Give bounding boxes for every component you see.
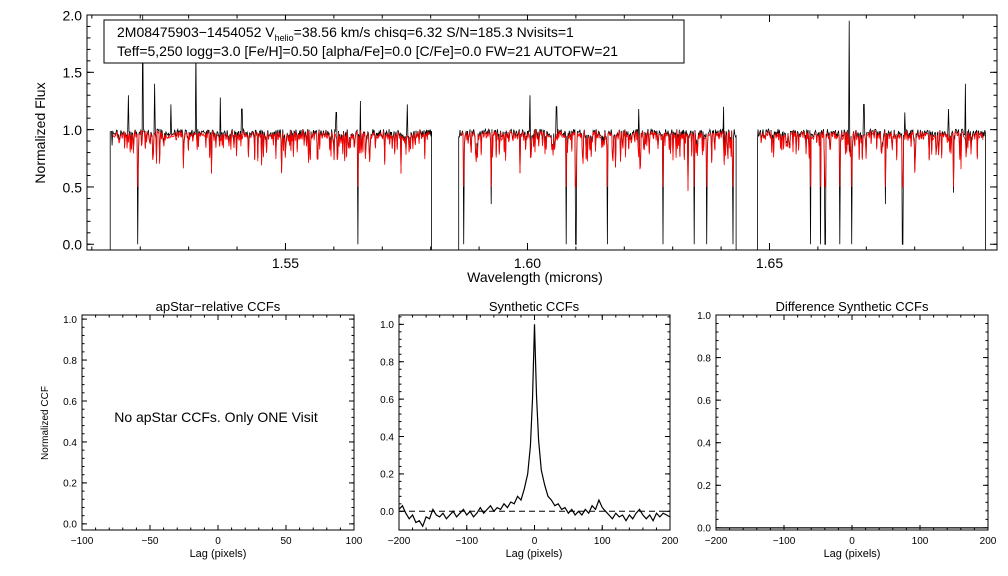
synthetic-ccf-x-tick-label: 100 xyxy=(594,536,611,547)
spectrum-y-ticks: 0.0 0.5 1.0 1.5 2.0 xyxy=(63,7,997,253)
spectrum-y-tick-label: 0.0 xyxy=(63,237,83,253)
difference-ccf-y-tick-label: 0.0 xyxy=(697,524,711,535)
no-ccf-message: No apStar CCFs. Only ONE Visit xyxy=(114,409,318,425)
synthetic-ccf-y-tick-label: 0.4 xyxy=(380,432,394,443)
synthetic-ccf-y-tick-label: 0.2 xyxy=(380,470,394,481)
spectrum-x-axis-label: Wavelength (microns) xyxy=(467,269,603,285)
apstar-ccf-y-tick-label: 0.2 xyxy=(63,479,77,490)
difference-ccf-x-tick-label: −100 xyxy=(773,536,796,547)
synthetic-ccf-title: Synthetic CCFs xyxy=(489,299,580,314)
apstar-ccf-x-ticks: −100 −50 0 50 100 xyxy=(71,315,363,547)
synthetic-spectrum-chip-1 xyxy=(112,129,430,188)
synthetic-ccf-x-tick-label: −100 xyxy=(455,536,478,547)
apstar-ccf-panel: apStar−relative CCFs −100 −50 0 50 100 0.00.… xyxy=(40,299,363,560)
synthetic-ccf-x-tick-label: −200 xyxy=(388,536,411,547)
synthetic-ccf-y-tick-label: 0.6 xyxy=(380,395,394,406)
difference-ccf-y-tick-label: 0.8 xyxy=(697,353,711,364)
apstar-ccf-x-tick-label: −50 xyxy=(142,536,159,547)
synthetic-ccf-x-axis-label: Lag (pixels) xyxy=(506,548,563,560)
spectrum-y-tick-label: 0.5 xyxy=(63,179,83,195)
spectrum-panel: 1.55 1.60 1.65 0.0 0.5 1.0 1.5 2.0 Wavelength … xyxy=(32,7,998,285)
apstar-ccf-x-tick-label: −100 xyxy=(71,536,94,547)
difference-ccf-y-ticks: 0.0 0.2 0.4 0.6 0.8 1.0 xyxy=(697,311,988,535)
difference-ccf-x-tick-label: 0 xyxy=(849,536,855,547)
apstar-ccf-y-tick-label: 0.8 xyxy=(63,356,77,367)
difference-ccf-x-tick-label: 200 xyxy=(980,536,997,547)
apstar-ccf-title: apStar−relative CCFs xyxy=(156,299,281,314)
difference-ccf-x-tick-label: −200 xyxy=(705,536,728,547)
synthetic-spectrum-chip-2 xyxy=(460,129,734,192)
synthetic-ccf-y-tick-label: 0.0 xyxy=(380,507,394,518)
spectrum-x-ticks: 1.55 1.60 1.65 xyxy=(91,15,964,271)
spectrum-y-tick-label: 1.0 xyxy=(63,122,83,138)
apstar-ccf-x-tick-label: 50 xyxy=(280,536,292,547)
difference-ccf-x-tick-label: 100 xyxy=(912,536,929,547)
difference-ccf-x-ticks: −200 −100 0 100 200 xyxy=(705,315,997,547)
synthetic-ccf-x-tick-label: 0 xyxy=(532,536,538,547)
apstar-ccf-y-tick-label: 0.4 xyxy=(63,438,77,449)
spectrum-plot-frame xyxy=(86,14,998,251)
difference-ccf-y-tick-label: 0.6 xyxy=(697,396,711,407)
apstar-ccf-x-tick-label: 0 xyxy=(215,536,221,547)
spectrum-y-tick-label: 1.5 xyxy=(63,65,83,81)
apstar-ccf-y-tick-label: 0.0 xyxy=(63,520,77,531)
apstar-ccf-y-axis-label: Normalized CCF xyxy=(40,386,51,460)
synthetic-ccf-plot-frame xyxy=(398,314,671,531)
apstar-ccf-y-ticks: 0.0 0.2 0.4 0.6 0.8 1.0 xyxy=(63,315,354,531)
apstar-ccf-x-tick-label: 100 xyxy=(346,536,363,547)
synthetic-ccf-y-tick-label: 1.0 xyxy=(380,320,394,331)
apstar-ccf-x-axis-label: Lag (pixels) xyxy=(190,548,247,560)
spectrum-x-tick-label: 1.55 xyxy=(272,255,299,271)
stellar-parameters-line-2: Teff=5,250 logg=3.0 [Fe/H]=0.50 [alpha/F… xyxy=(117,43,618,59)
synthetic-ccf-panel: Synthetic CCFs −200 −100 0 100 200 0.0 0.2 0.4… xyxy=(380,299,679,560)
difference-ccf-y-tick-label: 0.2 xyxy=(697,481,711,492)
stellar-parameters-box xyxy=(103,19,685,64)
spectrum-x-tick-label: 1.65 xyxy=(756,255,783,271)
difference-ccf-y-tick-label: 0.4 xyxy=(697,439,711,450)
spectrum-x-tick-label: 1.60 xyxy=(514,255,541,271)
difference-ccf-plot-frame xyxy=(715,314,989,531)
synthetic-ccf-y-tick-label: 0.8 xyxy=(380,358,394,369)
spectrum-traces xyxy=(109,14,986,250)
apstar-ccf-y-tick-label: 1.0 xyxy=(63,315,77,326)
synthetic-ccf-x-tick-label: 200 xyxy=(662,536,679,547)
synthetic-ccf-line xyxy=(398,324,671,528)
difference-ccf-y-tick-label: 1.0 xyxy=(697,311,711,322)
difference-ccf-panel: Difference Synthetic CCFs −200 −100 0 100 20… xyxy=(697,299,997,560)
synthetic-spectrum-chip-3 xyxy=(759,129,984,188)
stellar-parameters-line-1: 2M08475903−1454052 Vhelio=38.56 km/s chi… xyxy=(117,24,574,43)
synthetic-ccf-y-ticks: 0.0 0.2 0.4 0.6 0.8 1.0 xyxy=(380,316,670,518)
spectrum-y-axis-label: Normalized Flux xyxy=(32,82,48,183)
difference-ccf-title: Difference Synthetic CCFs xyxy=(776,299,929,314)
synthetic-ccf-x-ticks: −200 −100 0 100 200 xyxy=(388,315,679,547)
difference-ccf-x-axis-label: Lag (pixels) xyxy=(824,548,881,560)
synthetic-ccf-series xyxy=(398,324,671,528)
apstar-ccf-y-tick-label: 0.6 xyxy=(63,397,77,408)
spectrum-y-tick-label: 2.0 xyxy=(63,7,83,23)
